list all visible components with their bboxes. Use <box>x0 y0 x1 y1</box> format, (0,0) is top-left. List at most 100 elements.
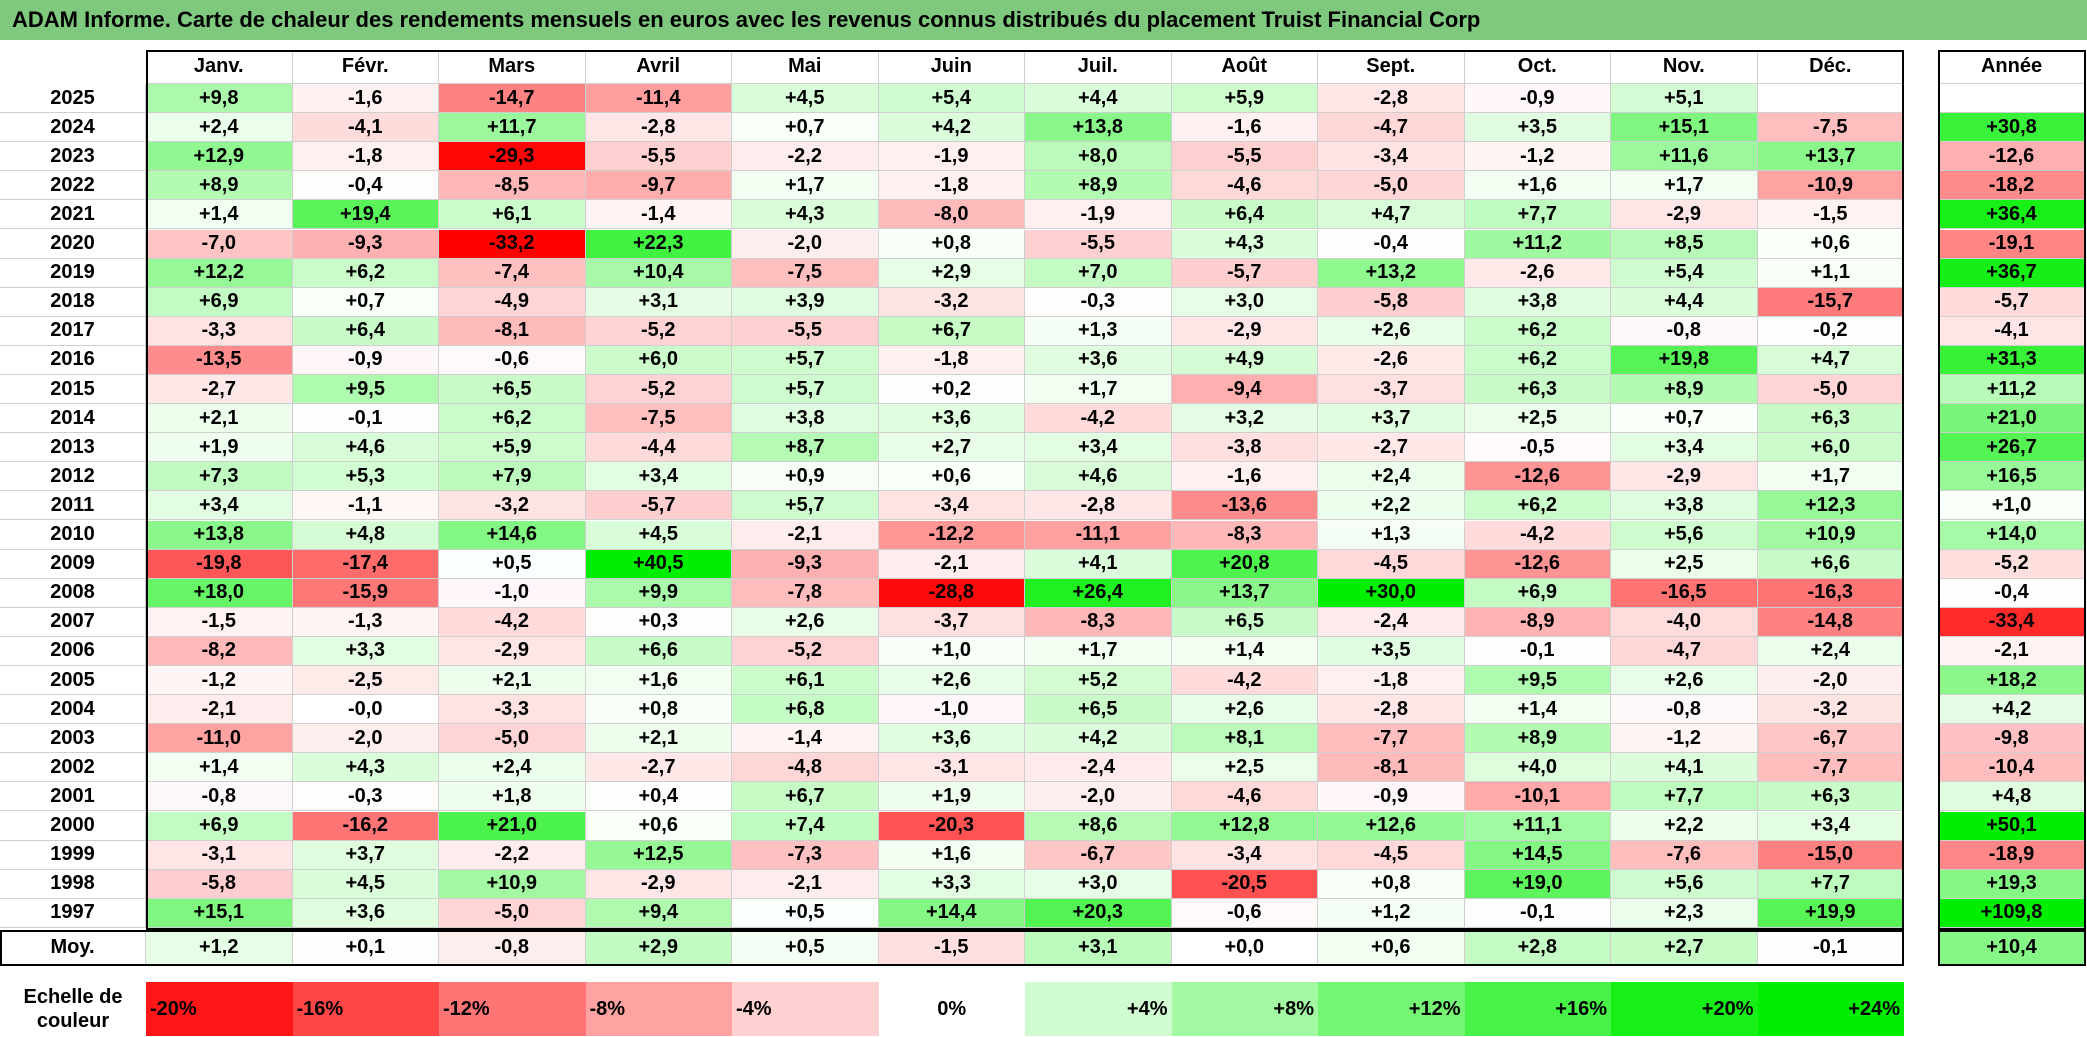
heatmap-cell: +3,7 <box>292 840 439 870</box>
heatmap-cell: +13,2 <box>1318 258 1465 288</box>
heatmap-cell: -9,3 <box>732 549 879 579</box>
heatmap-cell: +19,0 <box>1464 869 1611 899</box>
year-label: 2016 <box>0 345 146 375</box>
heatmap-cell: +13,7 <box>1757 142 1904 172</box>
heatmap-cell: -10,1 <box>1464 782 1611 812</box>
heatmap-cell: -28,8 <box>878 578 1025 608</box>
heatmap-cell: +10,4 <box>585 258 732 288</box>
heatmap-cell: +11,1 <box>1464 811 1611 841</box>
color-scale-stop: -16% <box>292 982 439 1036</box>
annual-header: Année <box>1938 50 2086 84</box>
heatmap-cell: +3,5 <box>1464 113 1611 143</box>
heatmap-cell: -7,7 <box>1757 753 1904 783</box>
heatmap-cell: +3,5 <box>1318 636 1465 666</box>
month-header: Avril <box>585 50 732 84</box>
heatmap-cell: +8,9 <box>1611 375 1758 405</box>
annual-cell: +21,0 <box>1938 404 2086 434</box>
heatmap-cell: -4,5 <box>1318 549 1465 579</box>
heatmap-cell: +6,3 <box>1464 375 1611 405</box>
heatmap-cell: +1,7 <box>1025 636 1172 666</box>
heatmap-cell: +5,2 <box>1025 666 1172 696</box>
heatmap-cell: -7,0 <box>146 229 293 259</box>
heatmap-cell: -3,4 <box>1171 840 1318 870</box>
color-scale-label-line2: couleur <box>36 1010 110 1032</box>
heatmap-cell: -4,7 <box>1318 113 1465 143</box>
month-header: Oct. <box>1464 50 1611 84</box>
heatmap-cell: +6,8 <box>732 695 879 725</box>
heatmap-cell: +15,1 <box>1611 113 1758 143</box>
heatmap-cell: +4,2 <box>1025 724 1172 754</box>
heatmap-cell: +1,4 <box>146 200 293 230</box>
heatmap-cell: +4,1 <box>1025 549 1172 579</box>
heatmap-cell: -1,5 <box>1757 200 1904 230</box>
heatmap-cell: -4,1 <box>292 113 439 143</box>
heatmap-cell: +6,0 <box>1757 433 1904 463</box>
year-label: 2005 <box>0 666 146 696</box>
average-cell: +0,5 <box>732 929 879 966</box>
heatmap-cell: +6,2 <box>1464 491 1611 521</box>
heatmap-cell: -11,4 <box>585 84 732 114</box>
heatmap-cell: -4,2 <box>1464 520 1611 550</box>
heatmap-cell: -7,8 <box>732 578 879 608</box>
heatmap-cell: -1,2 <box>1464 142 1611 172</box>
heatmap-cell: -0,1 <box>1464 636 1611 666</box>
heatmap-cell: -2,6 <box>1318 345 1465 375</box>
heatmap-cell: -1,2 <box>1611 724 1758 754</box>
heatmap-cell: +1,0 <box>878 636 1025 666</box>
heatmap-cell: +4,4 <box>1611 287 1758 317</box>
heatmap-cell: -3,7 <box>1318 375 1465 405</box>
heatmap-cell: +3,6 <box>878 404 1025 434</box>
heatmap-cell: +0,4 <box>585 782 732 812</box>
heatmap-cell: +6,4 <box>292 316 439 346</box>
heatmap-cell: +1,2 <box>1318 898 1465 928</box>
heatmap-cell: -11,0 <box>146 724 293 754</box>
heatmap-cell: +6,0 <box>585 345 732 375</box>
heatmap-cell: -2,9 <box>1171 316 1318 346</box>
average-cell: -0,1 <box>1757 929 1904 966</box>
heatmap-cell: -29,3 <box>439 142 586 172</box>
heatmap-cell: -8,3 <box>1025 607 1172 637</box>
heatmap-cell: -3,3 <box>439 695 586 725</box>
heatmap-cell: -4,2 <box>439 607 586 637</box>
heatmap-cell: +2,4 <box>146 113 293 143</box>
heatmap-cell: +0,3 <box>585 607 732 637</box>
annual-cell: -5,7 <box>1938 287 2086 317</box>
heatmap-cell: -13,5 <box>146 345 293 375</box>
heatmap-cell: +0,6 <box>585 811 732 841</box>
heatmap-cell: -12,2 <box>878 520 1025 550</box>
heatmap-cell: -2,1 <box>732 520 879 550</box>
heatmap-cell: -4,6 <box>1171 171 1318 201</box>
heatmap-cell: -15,9 <box>292 578 439 608</box>
heatmap-cell: +3,6 <box>878 724 1025 754</box>
heatmap-cell: -5,5 <box>1025 229 1172 259</box>
heatmap-cell: +2,1 <box>146 404 293 434</box>
heatmap-cell: -17,4 <box>292 549 439 579</box>
annual-cell: +11,2 <box>1938 375 2086 405</box>
heatmap-cell: -14,8 <box>1757 607 1904 637</box>
heatmap-cell: +2,2 <box>1611 811 1758 841</box>
heatmap-cell: -6,7 <box>1025 840 1172 870</box>
heatmap-cell: +6,3 <box>1757 404 1904 434</box>
heatmap-cell: -0,3 <box>1025 287 1172 317</box>
heatmap-cell: +6,2 <box>1464 316 1611 346</box>
heatmap-cell: +0,6 <box>1757 229 1904 259</box>
heatmap-cell: -2,7 <box>146 375 293 405</box>
month-header: Janv. <box>146 50 293 84</box>
heatmap-cell: +3,3 <box>878 869 1025 899</box>
annual-cell: -33,4 <box>1938 607 2086 637</box>
annual-cell: +16,5 <box>1938 462 2086 492</box>
heatmap-cell: -5,0 <box>439 724 586 754</box>
heatmap-cell: +4,7 <box>1757 345 1904 375</box>
heatmap-cell: -2,8 <box>1025 491 1172 521</box>
heatmap-cell: -16,5 <box>1611 578 1758 608</box>
heatmap-cell: +3,6 <box>1025 345 1172 375</box>
year-label: 2006 <box>0 636 146 666</box>
heatmap-cell: -0,6 <box>439 345 586 375</box>
heatmap-cell: -5,8 <box>146 869 293 899</box>
heatmap-cell: -3,2 <box>878 287 1025 317</box>
heatmap-cell: -1,8 <box>292 142 439 172</box>
heatmap-cell: +1,6 <box>878 840 1025 870</box>
heatmap-cell: +4,3 <box>1171 229 1318 259</box>
heatmap-cell: +5,3 <box>292 462 439 492</box>
average-cell: +0,0 <box>1171 929 1318 966</box>
